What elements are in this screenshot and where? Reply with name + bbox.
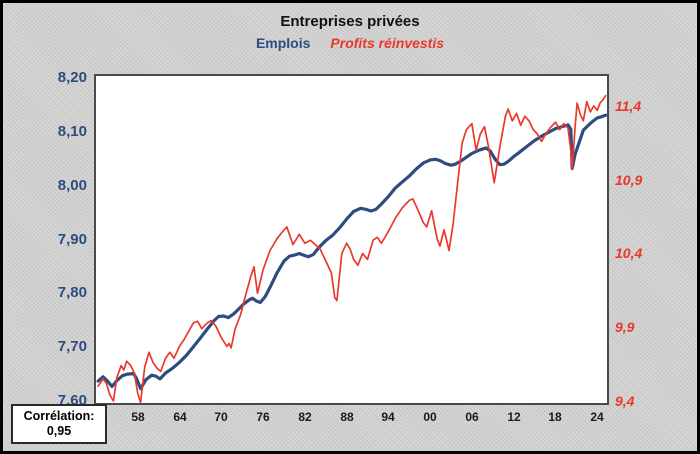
x-tick-94: 94 <box>381 410 395 424</box>
left-tick-7,70: 7,70 <box>57 338 87 355</box>
x-tick-58: 58 <box>131 410 145 424</box>
x-tick-64: 64 <box>173 410 187 424</box>
x-tick-70: 70 <box>214 410 228 424</box>
chart-legend: Emplois Profits réinvestis <box>3 35 697 51</box>
x-tick-82: 82 <box>298 410 312 424</box>
left-tick-7,90: 7,90 <box>57 231 87 248</box>
x-tick-88: 88 <box>340 410 354 424</box>
x-tick-00: 00 <box>423 410 437 424</box>
x-tick-18: 18 <box>548 410 562 424</box>
plot-area <box>94 74 609 405</box>
correlation-value: 0,95 <box>46 424 72 438</box>
x-tick-06: 06 <box>465 410 479 424</box>
correlation-label: Corrélation: <box>23 409 95 423</box>
left-tick-8,10: 8,10 <box>57 123 87 140</box>
profits-line <box>97 94 607 403</box>
right-tick-11,4: 11,4 <box>615 98 642 114</box>
left-tick-7,80: 7,80 <box>57 284 87 301</box>
right-tick-9,4: 9,4 <box>615 393 635 409</box>
line-chart <box>96 94 607 403</box>
legend-profits-label: Profits réinvestis <box>330 35 445 51</box>
x-tick-12: 12 <box>507 410 521 424</box>
x-tick-76: 76 <box>256 410 270 424</box>
legend-emplois-label: Emplois <box>255 35 311 51</box>
right-tick-10,9: 10,9 <box>615 172 643 188</box>
right-tick-10,4: 10,4 <box>615 245 643 261</box>
left-tick-8,20: 8,20 <box>57 69 87 86</box>
x-tick-24: 24 <box>590 410 604 424</box>
correlation-box: Corrélation: 0,95 <box>11 404 107 444</box>
emplois-line <box>96 113 607 391</box>
left-tick-8,00: 8,00 <box>57 177 87 194</box>
right-tick-9,9: 9,9 <box>615 319 635 335</box>
chart-title: Entreprises privées <box>280 13 420 30</box>
